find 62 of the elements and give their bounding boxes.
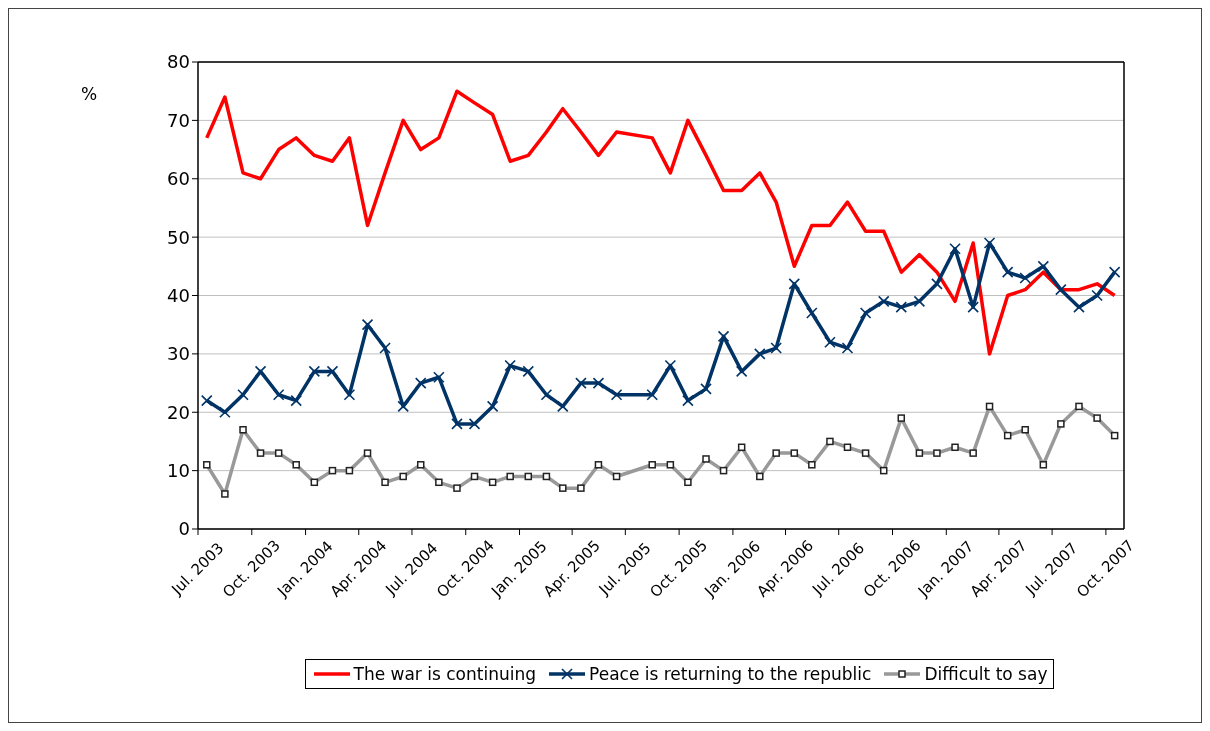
point [682, 394, 694, 407]
point [397, 400, 409, 413]
point [1019, 272, 1031, 284]
y-tick-label: 10 [167, 460, 190, 482]
point [610, 388, 623, 401]
point [522, 365, 535, 378]
point [219, 406, 231, 419]
point [717, 330, 730, 343]
point [949, 243, 961, 255]
point [859, 307, 872, 319]
point [1037, 260, 1050, 273]
point [700, 383, 712, 395]
point [735, 365, 748, 378]
point [556, 400, 569, 413]
point [646, 388, 659, 401]
point [1091, 289, 1103, 302]
point [1001, 266, 1014, 278]
legend-label: Difficult to say [924, 664, 1048, 684]
point [913, 295, 926, 308]
y-tick-label: 30 [167, 343, 190, 365]
point [414, 377, 427, 389]
legend-label: Peace is returning to the republic [589, 664, 872, 684]
y-tick-label: 20 [167, 401, 190, 423]
point [326, 365, 339, 378]
point [308, 365, 321, 378]
y-axis-title: % [81, 84, 98, 104]
line-series [205, 89, 1117, 356]
point [877, 295, 890, 308]
y-tick-label: 60 [167, 168, 190, 190]
point [895, 301, 908, 313]
point [841, 342, 854, 354]
point [486, 400, 499, 413]
point [451, 418, 463, 430]
y-tick-label: 70 [167, 109, 190, 131]
y-tick-label: 50 [167, 226, 190, 248]
point [504, 359, 516, 372]
point [967, 301, 979, 313]
y-tick-label: 40 [167, 284, 190, 306]
point [1073, 301, 1085, 313]
point [433, 371, 445, 384]
point [806, 307, 818, 319]
point [290, 394, 303, 407]
point [788, 278, 801, 290]
point [592, 377, 605, 389]
point [468, 418, 481, 430]
point [272, 388, 285, 401]
point [575, 377, 587, 389]
point [237, 388, 249, 401]
point [343, 388, 356, 401]
point [770, 342, 782, 354]
point [1055, 283, 1067, 296]
point [200, 394, 213, 407]
point [824, 336, 836, 348]
y-tick-label: 80 [167, 51, 190, 73]
point [361, 318, 374, 331]
y-tick-label: 0 [178, 518, 190, 540]
point [1108, 266, 1121, 278]
point [664, 359, 677, 372]
legend-label: The war is continuing [353, 664, 536, 684]
point [754, 348, 766, 360]
point [983, 237, 996, 249]
point [379, 342, 391, 354]
